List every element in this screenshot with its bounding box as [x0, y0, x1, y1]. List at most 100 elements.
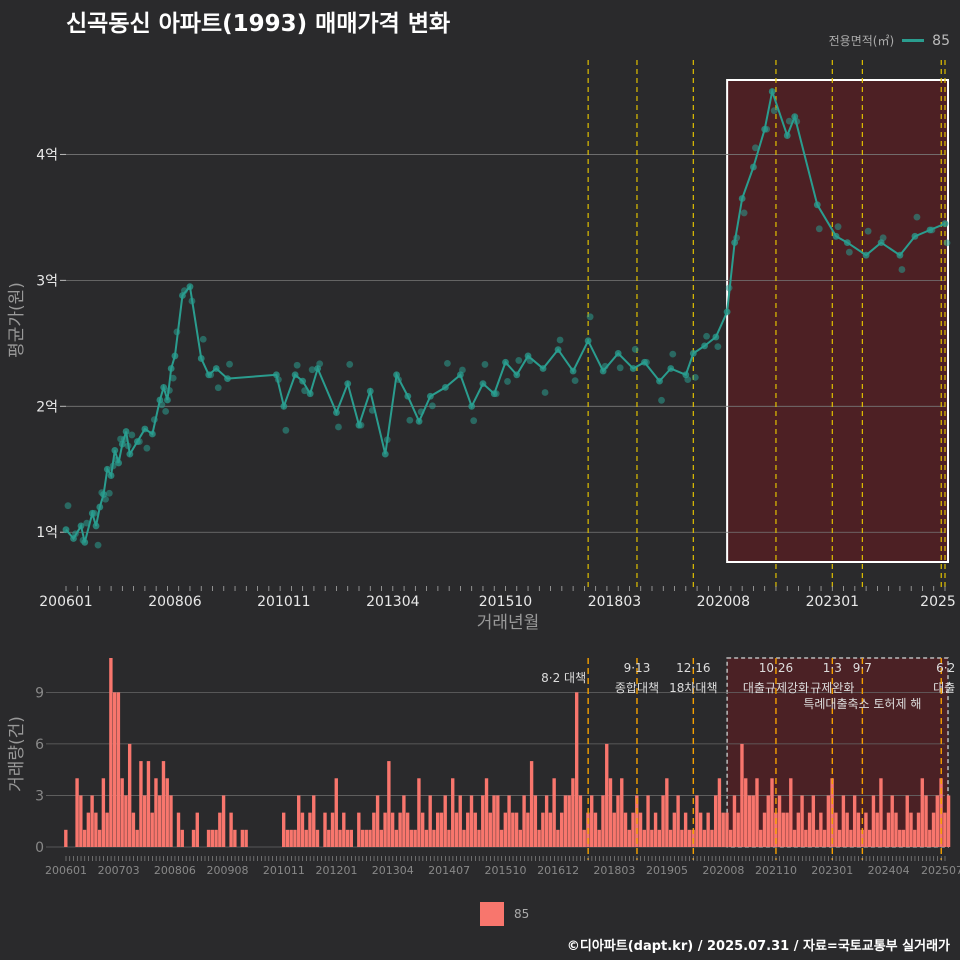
volume-bar	[924, 795, 928, 847]
price-point	[171, 352, 179, 360]
volume-bar	[447, 829, 451, 847]
volume-bar	[375, 795, 380, 847]
y-tick-label: 1억	[36, 525, 58, 541]
price-point	[126, 450, 134, 458]
policy-label: 12·16	[676, 661, 710, 675]
volume-bar	[657, 829, 662, 847]
volume-bar	[548, 812, 553, 847]
volume-bar	[702, 829, 707, 847]
price-point	[94, 541, 102, 549]
policy-label: 9·7	[853, 661, 872, 675]
volume-bar	[195, 812, 199, 847]
price-point	[212, 365, 220, 372]
volume-bar	[97, 829, 102, 847]
volume-bar	[845, 812, 849, 847]
volume-bar	[154, 778, 158, 847]
price-point	[584, 337, 592, 345]
volume-bar	[210, 829, 215, 847]
volume-bar	[424, 829, 429, 847]
volume-bar	[390, 812, 395, 847]
volume-bar	[725, 812, 729, 847]
volume-bar	[101, 778, 106, 847]
volume-bar	[323, 812, 327, 847]
volume-bar	[800, 795, 804, 847]
volume-bar	[822, 829, 827, 847]
volume-bar	[180, 829, 184, 847]
price-point	[109, 462, 117, 470]
volume-bar	[571, 778, 575, 847]
volume-bar	[492, 795, 496, 847]
volume-bar	[612, 812, 616, 847]
volume-x-tick-label: 200806	[154, 864, 196, 877]
x-tick-label: 201304	[366, 594, 420, 610]
volume-x-tick-label: 202507	[921, 864, 960, 877]
price-point	[124, 442, 132, 450]
volume-bar	[916, 812, 921, 847]
price-point	[316, 360, 324, 368]
x-tick-label: 201011	[257, 594, 310, 610]
price-point	[428, 402, 436, 410]
volume-bar	[616, 795, 620, 847]
volume-bar	[770, 778, 774, 847]
volume-bar	[360, 829, 365, 847]
policy-label: 종합대책	[615, 680, 659, 695]
volume-bar	[518, 829, 523, 847]
volume-bar	[826, 795, 831, 847]
volume-bar	[563, 795, 568, 847]
volume-bar	[240, 829, 245, 847]
price-point	[815, 225, 823, 233]
volume-bar	[462, 829, 466, 847]
volume-bar	[593, 812, 598, 847]
price-point	[224, 375, 231, 382]
volume-bar	[789, 778, 793, 847]
bottom-legend: 85	[480, 902, 529, 926]
volume-x-tick-label: 202110	[755, 864, 797, 877]
volume-bar	[466, 812, 470, 847]
volume-bar	[556, 829, 560, 847]
price-point	[898, 266, 906, 273]
volume-bar	[312, 795, 316, 847]
volume-bar	[293, 829, 297, 847]
volume-bar	[623, 812, 628, 847]
price-point	[282, 426, 290, 434]
price-point	[72, 530, 79, 538]
price-point	[656, 377, 663, 385]
volume-bar	[946, 795, 951, 847]
volume-bar	[706, 812, 710, 847]
volume-bar	[146, 761, 151, 847]
volume-bar	[131, 812, 136, 847]
volume-bar	[158, 795, 162, 847]
volume-bar	[605, 743, 609, 847]
volume-bar	[898, 829, 902, 847]
volume-bar	[218, 812, 222, 847]
volume-bar	[315, 829, 320, 847]
volume-bar	[590, 795, 594, 847]
price-point	[943, 239, 951, 247]
volume-bar	[143, 795, 147, 847]
volume-chart: 0 3 6 9 8·2 대책 9·13 종합대책 12·16 18차대책 10·26 대출규제강화 1…	[7, 657, 960, 877]
volume-bar	[90, 795, 94, 847]
volume-bar	[169, 795, 173, 847]
volume-bar	[646, 795, 650, 847]
volume-bar	[176, 812, 181, 847]
price-point	[725, 284, 733, 292]
volume-bar	[458, 795, 462, 847]
volume-x-tick-label: 201201	[315, 864, 357, 877]
price-point	[658, 396, 665, 404]
volume-y-tick-label: 0	[35, 840, 44, 856]
price-point	[102, 495, 109, 503]
volume-bar	[488, 812, 492, 847]
volume-bar	[364, 829, 369, 847]
volume-bar	[64, 829, 68, 847]
volume-bar	[943, 812, 947, 847]
volume-bar	[695, 795, 699, 847]
source-caption: ©디아파트(dapt.kr) / 2025.07.31 / 자료=국토교통부 실…	[566, 939, 950, 954]
price-point	[864, 227, 872, 235]
volume-bar	[736, 812, 740, 847]
volume-bar	[856, 812, 861, 847]
volume-bar	[935, 795, 939, 847]
price-point	[308, 366, 316, 374]
volume-bar	[345, 829, 350, 847]
price-point	[441, 384, 449, 391]
price-point	[834, 223, 842, 231]
